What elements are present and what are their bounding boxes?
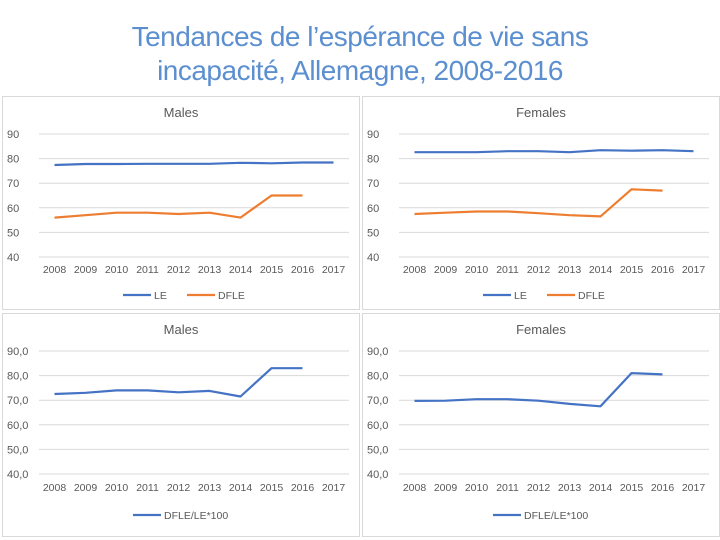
y-tick-label: 40,0 [7,469,28,481]
males-top-chart: Males 90 80 70 60 50 40 2008 2009 2010 2011 2012 201… [7,105,349,302]
slide-title-line-1: Tendances de l’espérance de vie sans [131,21,589,52]
x-tick-label: 2016 [291,264,315,276]
y-tick-label: 40 [7,252,19,264]
males-bottom-chart: Males 90,0 80,0 70,0 60,0 50,0 40,0 2008 2009 201… [7,322,349,522]
x-tick-label: 2011 [496,482,519,494]
x-tick-label: 2015 [620,264,644,276]
x-tick-label: 2016 [651,482,675,494]
x-tick-label: 2017 [322,482,346,494]
x-tick-label: 2013 [558,482,582,494]
x-tick-label: 2016 [291,482,315,494]
y-tick-label: 50 [367,227,379,239]
y-tick-label: 50 [7,227,19,239]
x-tick-label: 2017 [682,482,706,494]
series-line-dfle-le-100 [54,367,303,398]
y-tick-label: 70,0 [367,395,388,407]
x-tick-label: 2013 [558,264,582,276]
males-top-panel: Males 90 80 70 60 50 40 2008 2009 2010 2011 2012 201… [2,96,360,310]
y-tick-label: 80 [7,154,19,166]
x-tick-label: 2012 [527,482,551,494]
x-tick-label: 2009 [74,482,98,494]
x-tick-label: 2014 [589,482,613,494]
x-tick-label: 2010 [465,264,489,276]
females-top-panel: Females 90 80 70 60 50 40 2008 2009 2010 2011 2012 2… [362,96,720,310]
x-tick-label: 2014 [589,264,613,276]
y-tick-label: 40,0 [367,469,388,481]
males-bottom-panel: Males 90,0 80,0 70,0 60,0 50,0 40,0 2008 2009 201… [2,313,360,537]
y-tick-label: 80 [367,154,379,166]
legend-label: DFLE/LE*100 [524,510,588,522]
y-tick-label: 60,0 [367,420,388,432]
y-tick-label: 60 [7,203,19,215]
x-tick-label: 2009 [74,264,98,276]
y-tick-label: 70,0 [7,395,28,407]
x-tick-label: 2015 [260,264,284,276]
chart-title: Males [164,322,199,337]
series-line-dfle-le-100 [414,371,663,408]
x-tick-label: 2010 [105,264,129,276]
x-tick-label: 2011 [136,482,159,494]
x-tick-label: 2014 [229,482,253,494]
x-tick-label: 2011 [136,264,159,276]
legend-label: LE [154,290,167,302]
chart-title: Females [516,322,566,337]
x-tick-label: 2008 [403,264,427,276]
legend-label: LE [514,290,527,302]
series-line-le [414,149,694,154]
y-tick-label: 50,0 [7,444,28,456]
females-top-chart: Females 90 80 70 60 50 40 2008 2009 2010 2011 2012 2… [367,105,709,302]
x-tick-label: 2017 [682,264,706,276]
x-tick-label: 2010 [465,482,489,494]
chart-title: Females [516,105,566,120]
y-tick-label: 40 [367,252,379,264]
y-tick-label: 90 [7,129,19,141]
x-tick-label: 2009 [434,482,458,494]
legend-label: DFLE/LE*100 [164,510,228,522]
series-line-dfle [414,188,663,218]
y-tick-label: 70 [7,178,19,190]
x-tick-label: 2013 [198,264,222,276]
series-line-le [54,161,334,167]
y-tick-label: 80,0 [7,371,28,383]
x-tick-label: 2014 [229,264,253,276]
x-tick-label: 2015 [260,482,284,494]
legend-label: DFLE [218,290,245,302]
x-tick-label: 2008 [43,264,67,276]
females-bottom-panel: Females 90,0 80,0 70,0 60,0 50,0 40,0 2008 2009 2… [362,313,720,537]
x-tick-label: 2017 [322,264,346,276]
y-tick-label: 60 [367,203,379,215]
x-tick-label: 2012 [527,264,551,276]
x-tick-label: 2012 [167,482,191,494]
x-tick-label: 2013 [198,482,222,494]
y-tick-label: 70 [367,178,379,190]
series-line-dfle [54,194,303,219]
chart-title: Males [164,105,199,120]
y-tick-label: 50,0 [367,444,388,456]
females-bottom-chart: Females 90,0 80,0 70,0 60,0 50,0 40,0 2008 2009 2… [367,322,709,522]
x-tick-label: 2015 [620,482,644,494]
y-tick-label: 90 [367,129,379,141]
y-tick-label: 60,0 [7,420,28,432]
x-tick-label: 2016 [651,264,675,276]
y-tick-label: 90,0 [367,346,388,358]
x-tick-label: 2010 [105,482,129,494]
y-tick-label: 80,0 [367,371,388,383]
x-tick-label: 2012 [167,264,191,276]
x-tick-label: 2009 [434,264,458,276]
slide-title: Tendances de l’espérance de vie sans inc… [0,20,720,88]
x-tick-label: 2008 [43,482,67,494]
x-tick-label: 2011 [496,264,519,276]
x-tick-label: 2008 [403,482,427,494]
y-tick-label: 90,0 [7,346,28,358]
slide-title-line-2: incapacité, Allemagne, 2008-2016 [157,55,563,86]
legend-label: DFLE [578,290,605,302]
